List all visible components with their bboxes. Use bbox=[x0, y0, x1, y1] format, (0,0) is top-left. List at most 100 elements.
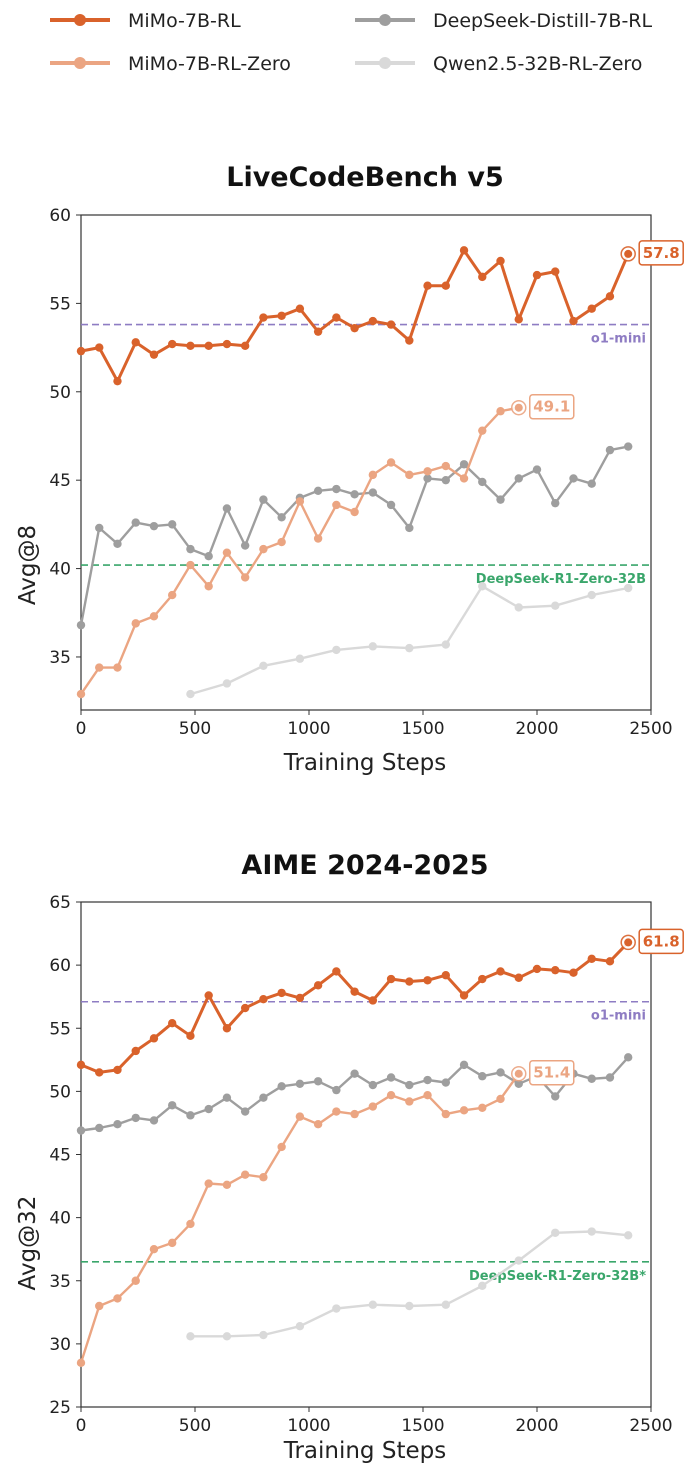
plot-frame bbox=[80, 901, 652, 1408]
data-point-mimo-7b-rl bbox=[113, 376, 122, 386]
data-point-deepseek-distill-7b-rl bbox=[332, 484, 341, 494]
x-tick-label: 2000 bbox=[515, 719, 558, 739]
data-point-mimo-7b-rl bbox=[295, 993, 305, 1003]
data-point-deepseek-distill-7b-rl bbox=[313, 486, 323, 495]
data-point-deepseek-distill-7b-rl bbox=[95, 523, 104, 533]
y-tick-label: 50 bbox=[49, 1082, 71, 1102]
data-point-mimo-7b-rl-zero bbox=[76, 1358, 86, 1368]
data-point-deepseek-distill-7b-rl bbox=[587, 1074, 596, 1083]
data-point-deepseek-distill-7b-rl bbox=[405, 1080, 414, 1090]
end-label-box bbox=[638, 928, 684, 955]
data-point-deepseek-distill-7b-rl bbox=[131, 1113, 140, 1123]
y-tick-label: 35 bbox=[49, 648, 71, 668]
data-point-mimo-7b-rl bbox=[405, 336, 414, 345]
data-point-mimo-7b-rl bbox=[605, 292, 615, 301]
data-point-mimo-7b-rl-zero bbox=[240, 1170, 250, 1179]
data-point-deepseek-distill-7b-rl bbox=[386, 1073, 396, 1082]
data-point-mimo-7b-rl bbox=[405, 977, 414, 986]
data-point-mimo-7b-rl-zero bbox=[313, 534, 323, 543]
data-point-deepseek-distill-7b-rl bbox=[240, 1107, 250, 1116]
data-point-mimo-7b-rl-zero bbox=[168, 1238, 177, 1248]
data-point-mimo-7b-rl-zero bbox=[95, 663, 104, 672]
data-point-mimo-7b-rl-zero bbox=[478, 1103, 487, 1112]
data-point-mimo-7b-rl bbox=[368, 996, 378, 1005]
data-point-deepseek-distill-7b-rl bbox=[478, 1072, 487, 1081]
data-point-mimo-7b-rl-zero bbox=[259, 1173, 268, 1182]
data-point-mimo-7b-rl bbox=[277, 988, 286, 998]
data-point-mimo-7b-rl bbox=[368, 316, 378, 326]
y-tick-label: 55 bbox=[49, 1019, 71, 1039]
data-point-mimo-7b-rl-zero bbox=[496, 1094, 505, 1104]
data-point-qwen2-5-32b-rl-zero bbox=[551, 1228, 560, 1237]
end-point bbox=[624, 249, 633, 258]
x-tick-label: 2500 bbox=[629, 1416, 672, 1436]
end-label-box bbox=[638, 240, 684, 266]
data-point-mimo-7b-rl-zero bbox=[277, 537, 286, 547]
data-point-deepseek-distill-7b-rl bbox=[496, 1068, 505, 1077]
data-point-mimo-7b-rl-zero bbox=[149, 612, 159, 621]
data-point-deepseek-distill-7b-rl bbox=[168, 520, 177, 529]
data-point-mimo-7b-rl bbox=[514, 973, 523, 982]
legend-label-qwen-rl-zero: Qwen2.5-32B-RL-Zero bbox=[433, 53, 642, 75]
end-label-value: 49.1 bbox=[533, 398, 570, 416]
data-point-deepseek-distill-7b-rl bbox=[350, 1069, 359, 1078]
data-point-mimo-7b-rl bbox=[496, 967, 505, 976]
data-point-mimo-7b-rl-zero bbox=[113, 1294, 122, 1303]
data-point-deepseek-distill-7b-rl bbox=[76, 620, 86, 630]
plot-frame bbox=[80, 214, 652, 711]
data-point-deepseek-distill-7b-rl bbox=[168, 1101, 177, 1110]
end-label-value: 51.4 bbox=[533, 1064, 570, 1082]
y-tick-label: 60 bbox=[49, 956, 71, 976]
data-point-mimo-7b-rl bbox=[259, 313, 268, 322]
x-tick-label: 0 bbox=[76, 1416, 87, 1436]
data-point-deepseek-distill-7b-rl bbox=[149, 1116, 159, 1125]
x-axis-label: Training Steps bbox=[283, 1438, 446, 1464]
data-point-mimo-7b-rl bbox=[295, 304, 305, 313]
data-point-mimo-7b-rl bbox=[332, 313, 341, 322]
data-point-deepseek-distill-7b-rl bbox=[496, 495, 505, 504]
data-point-mimo-7b-rl-zero bbox=[113, 663, 122, 672]
data-point-mimo-7b-rl bbox=[423, 976, 432, 985]
data-point-mimo-7b-rl bbox=[240, 341, 250, 351]
data-point-mimo-7b-rl-zero bbox=[368, 470, 378, 480]
data-point-deepseek-distill-7b-rl bbox=[259, 1093, 268, 1102]
y-tick-label: 40 bbox=[49, 560, 71, 580]
data-point-deepseek-distill-7b-rl bbox=[113, 1120, 122, 1129]
data-point-mimo-7b-rl bbox=[532, 964, 542, 974]
data-point-mimo-7b-rl-zero bbox=[131, 619, 140, 628]
legend-marker-mimo-rl-zero bbox=[74, 57, 86, 69]
data-point-deepseek-distill-7b-rl bbox=[259, 495, 268, 504]
data-point-mimo-7b-rl-zero bbox=[131, 1276, 140, 1285]
data-point-deepseek-distill-7b-rl bbox=[423, 1075, 432, 1085]
data-point-deepseek-distill-7b-rl bbox=[624, 442, 633, 451]
data-point-mimo-7b-rl-zero bbox=[295, 1112, 305, 1121]
data-point-qwen2-5-32b-rl-zero bbox=[405, 1301, 414, 1311]
legend-label-mimo-rl: MiMo-7B-RL bbox=[128, 10, 241, 32]
data-point-mimo-7b-rl bbox=[441, 971, 450, 980]
data-point-qwen2-5-32b-rl-zero bbox=[441, 640, 450, 649]
reference-line-label: DeepSeek-R1-Zero-32B bbox=[476, 572, 646, 587]
data-point-mimo-7b-rl-zero bbox=[332, 1107, 341, 1116]
data-point-mimo-7b-rl bbox=[168, 339, 177, 349]
data-point-mimo-7b-rl-zero bbox=[240, 573, 250, 582]
data-point-mimo-7b-rl bbox=[186, 341, 195, 351]
data-point-mimo-7b-rl-zero bbox=[496, 407, 505, 416]
data-point-mimo-7b-rl-zero bbox=[259, 544, 268, 554]
series-line-mimo-7b-rl bbox=[80, 941, 630, 1074]
data-point-mimo-7b-rl bbox=[441, 281, 450, 290]
legend-item-deepseek-distill: DeepSeek-Distill-7B-RL bbox=[355, 10, 652, 32]
data-point-deepseek-distill-7b-rl bbox=[441, 475, 450, 485]
data-point-qwen2-5-32b-rl-zero bbox=[368, 1300, 378, 1309]
data-point-mimo-7b-rl bbox=[222, 339, 232, 349]
legend-marker-mimo-rl bbox=[74, 14, 86, 26]
x-tick-label: 1000 bbox=[287, 719, 330, 739]
x-axis-label: Training Steps bbox=[283, 750, 446, 776]
data-point-deepseek-distill-7b-rl bbox=[478, 477, 487, 487]
reference-line-label: o1-mini bbox=[591, 1009, 646, 1024]
data-point-mimo-7b-rl bbox=[569, 316, 578, 326]
data-point-deepseek-distill-7b-rl bbox=[113, 539, 122, 549]
y-tick-label: 40 bbox=[49, 1209, 71, 1229]
data-point-mimo-7b-rl-zero bbox=[386, 458, 396, 467]
data-point-mimo-7b-rl-zero bbox=[459, 1106, 469, 1115]
data-point-mimo-7b-rl-zero bbox=[478, 426, 487, 435]
